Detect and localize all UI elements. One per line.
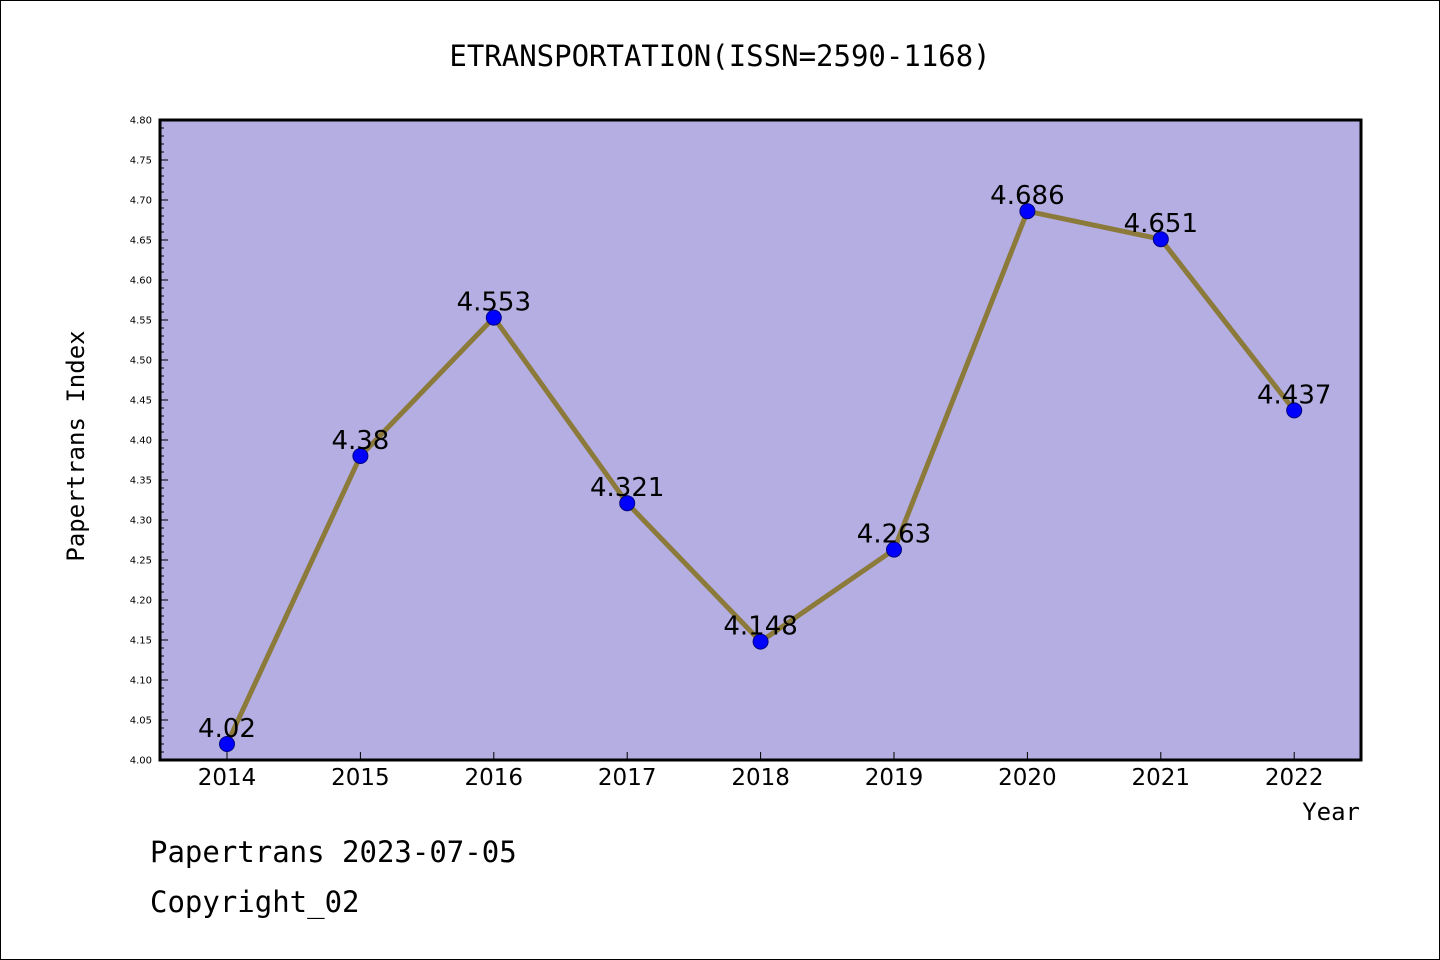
data-point	[619, 495, 636, 512]
y-tick-label: 4.15	[130, 636, 152, 647]
data-label: 4.148	[723, 612, 797, 642]
x-tick-label: 2022	[1265, 765, 1324, 791]
y-axis-label: Papertrans Index	[62, 330, 90, 561]
data-point	[1019, 203, 1036, 220]
y-tick-label: 4.60	[130, 276, 152, 287]
data-point	[752, 633, 769, 650]
x-tick-label: 2020	[998, 765, 1057, 791]
data-label: 4.651	[1124, 209, 1198, 239]
y-tick-label: 4.10	[130, 676, 152, 687]
y-axis: 4.00 4.05 4.10 4.15 4.20 4.25 4.30 4.35 4.40 4.45…	[130, 116, 168, 767]
data-point	[219, 736, 235, 752]
data-point	[1286, 402, 1303, 419]
x-tick-label: 2018	[731, 765, 790, 791]
plot-area	[160, 120, 1361, 760]
y-tick-label: 4.80	[130, 116, 152, 127]
y-tick-label: 4.05	[130, 716, 152, 727]
chart-title: ETRANSPORTATION(ISSN=2590-1168)	[449, 39, 990, 73]
x-tick-label: 2021	[1132, 765, 1191, 791]
data-label: 4.321	[590, 473, 664, 503]
plot-border	[158, 118, 1363, 762]
data-markers	[219, 203, 1303, 752]
x-tick-label: 2014	[198, 765, 257, 791]
y-tick-label: 4.20	[130, 596, 152, 607]
y-tick-label: 4.50	[130, 356, 152, 367]
y-tick-label: 4.55	[130, 316, 152, 327]
data-label: 4.437	[1257, 380, 1331, 410]
data-labels: 4.02 4.38 4.553 4.321 4.148 4.263 4.686 4.651 4.…	[198, 181, 1331, 744]
y-tick-label: 4.65	[130, 236, 152, 247]
data-point	[485, 309, 502, 326]
data-point	[1152, 231, 1169, 248]
data-label: 4.553	[457, 288, 531, 318]
y-tick-label: 4.35	[130, 476, 152, 487]
data-label: 4.686	[990, 181, 1064, 211]
x-tick-label: 2016	[465, 765, 524, 791]
y-tick-label: 4.45	[130, 396, 152, 407]
footer-copyright-text: Copyright_02	[150, 885, 360, 919]
data-point	[886, 541, 902, 558]
y-tick-label: 4.30	[130, 516, 152, 527]
x-tick-label: 2015	[331, 765, 390, 791]
x-tick-label: 2019	[865, 765, 924, 791]
data-point	[352, 448, 369, 464]
x-axis-label: Year	[1302, 798, 1360, 826]
y-tick-label: 4.70	[130, 196, 152, 207]
x-axis: 2014 2015 2016 2017 2018 2019 2020 2021 2022	[198, 752, 1324, 791]
footer-date-text: Papertrans 2023-07-05	[150, 835, 517, 869]
x-tick-label: 2017	[598, 765, 657, 791]
y-tick-label: 4.25	[130, 556, 152, 567]
y-tick-label: 4.75	[130, 156, 152, 167]
data-label: 4.38	[331, 426, 389, 456]
data-label: 4.02	[198, 714, 256, 744]
data-label: 4.263	[857, 520, 931, 550]
y-tick-label: 4.00	[130, 756, 152, 767]
y-tick-label: 4.40	[130, 436, 152, 447]
